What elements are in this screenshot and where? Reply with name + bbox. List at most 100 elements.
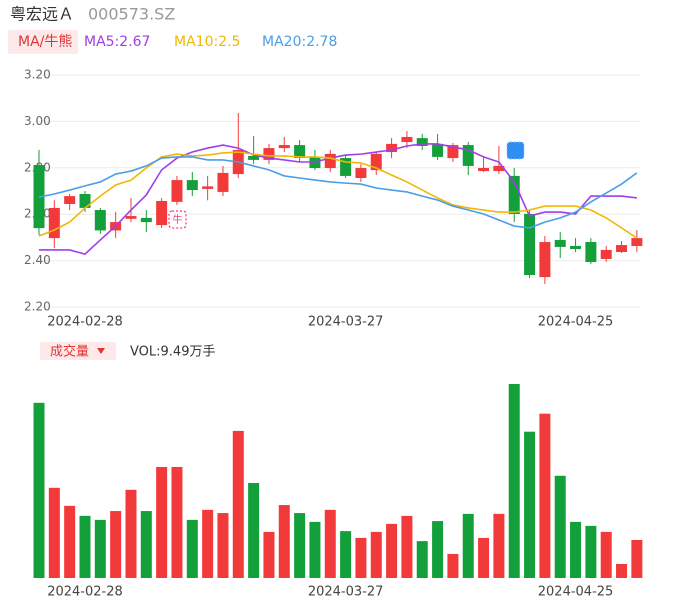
legend-entry: MA20:2.78 xyxy=(262,34,337,50)
volume-bar xyxy=(631,539,643,578)
candle-body xyxy=(278,145,290,149)
candle-body xyxy=(524,213,536,275)
candle-body xyxy=(570,245,582,249)
volume-bar xyxy=(493,513,505,578)
candle-body xyxy=(186,180,198,191)
volume-bar xyxy=(110,511,122,578)
candle-body xyxy=(386,143,398,153)
volume-bar xyxy=(462,513,474,578)
volume-bar xyxy=(386,523,398,578)
signal-marker xyxy=(506,141,525,160)
candle-body xyxy=(355,168,367,179)
bull-marker: 牛 xyxy=(173,213,183,226)
stock-name: 粤宏远Ａ xyxy=(10,5,74,24)
candle-body xyxy=(554,239,566,247)
volume-bar xyxy=(278,505,290,578)
candle-body xyxy=(248,155,260,160)
candle-body xyxy=(125,216,137,219)
volume-bar xyxy=(171,466,183,578)
legend-entry: MA5:2.67 xyxy=(84,34,150,50)
candle-body xyxy=(600,249,612,259)
volume-bar xyxy=(140,511,152,578)
volume-button[interactable]: 成交量 xyxy=(50,344,89,360)
volume-bar xyxy=(156,466,168,578)
volume-bar xyxy=(570,521,582,578)
candle-body xyxy=(294,145,306,159)
volume-bar xyxy=(324,509,336,578)
ma-button-bg[interactable] xyxy=(8,30,78,54)
x-tick-label: 2024-03-27 xyxy=(308,585,384,600)
candle-body xyxy=(171,180,183,202)
dropdown-arrow[interactable] xyxy=(97,348,105,354)
ma-line xyxy=(39,143,637,255)
ma-line xyxy=(38,156,638,229)
volume-bar xyxy=(554,475,566,578)
volume-bar xyxy=(186,519,198,578)
candle-body xyxy=(447,145,459,159)
volume-bar xyxy=(217,513,229,578)
x-tick-label: 2024-04-25 xyxy=(538,585,614,600)
volume-bar xyxy=(600,531,612,578)
volume-bar xyxy=(447,553,459,578)
candle-body xyxy=(416,138,428,146)
y-tick-label: 2.40 xyxy=(24,253,51,267)
x-tick-label: 2024-02-28 xyxy=(47,315,123,330)
x-tick-label: 2024-04-25 xyxy=(538,315,614,330)
volume-bar xyxy=(248,483,260,578)
bull-marker-bg xyxy=(168,210,187,229)
volume-bar xyxy=(401,515,413,578)
candle-body xyxy=(140,217,152,223)
volume-bar xyxy=(370,531,382,578)
x-tick-label: 2024-02-28 xyxy=(47,585,123,600)
volume-bar xyxy=(524,431,536,578)
candle-body xyxy=(94,210,106,231)
volume-button-bg[interactable] xyxy=(40,342,116,360)
candle-body xyxy=(616,245,628,253)
volume-bar xyxy=(125,489,137,578)
stock-code: 000573.SZ xyxy=(88,5,175,24)
volume-bar xyxy=(232,430,244,578)
candle-body xyxy=(48,207,60,239)
volume-bar xyxy=(340,531,352,578)
y-tick-label: 3.20 xyxy=(24,68,51,82)
candle-body xyxy=(462,145,474,166)
candle-body xyxy=(508,175,520,214)
candle-body xyxy=(79,194,91,208)
ma-line xyxy=(38,151,638,239)
candle-body xyxy=(202,186,214,189)
volume-bar xyxy=(585,525,597,578)
candle-body xyxy=(493,165,505,172)
candle-body xyxy=(432,143,444,157)
candle-body xyxy=(631,238,643,246)
volume-bar xyxy=(48,487,60,578)
candle-body xyxy=(539,242,551,278)
volume-bar xyxy=(79,515,91,578)
candle-body xyxy=(585,242,597,262)
volume-bar xyxy=(309,521,321,578)
volume-bar xyxy=(416,541,428,578)
candle-body xyxy=(217,172,229,192)
volume-bar xyxy=(202,509,214,578)
volume-bar xyxy=(294,513,306,578)
candle-body xyxy=(478,168,490,172)
candle-body xyxy=(401,136,413,143)
y-tick-label: 2.20 xyxy=(24,300,51,314)
volume-label: VOL:9.49万手 xyxy=(130,345,215,360)
volume-bar xyxy=(64,505,76,578)
candle-body xyxy=(340,158,352,176)
volume-bar xyxy=(355,537,367,578)
volume-bar xyxy=(94,519,106,578)
volume-bar xyxy=(33,402,45,578)
x-tick-label: 2024-03-27 xyxy=(308,315,384,330)
candle-body xyxy=(263,148,275,160)
volume-bar xyxy=(508,384,520,578)
candle-body xyxy=(156,200,168,226)
volume-bar xyxy=(478,537,490,578)
ma-button[interactable]: MA/牛熊 xyxy=(18,34,72,50)
volume-bar xyxy=(616,563,628,578)
volume-bar xyxy=(263,531,275,578)
y-tick-label: 3.00 xyxy=(24,114,51,128)
legend-entry: MA10:2.5 xyxy=(174,34,240,50)
candle-body xyxy=(324,153,336,169)
candle-body xyxy=(64,196,76,204)
